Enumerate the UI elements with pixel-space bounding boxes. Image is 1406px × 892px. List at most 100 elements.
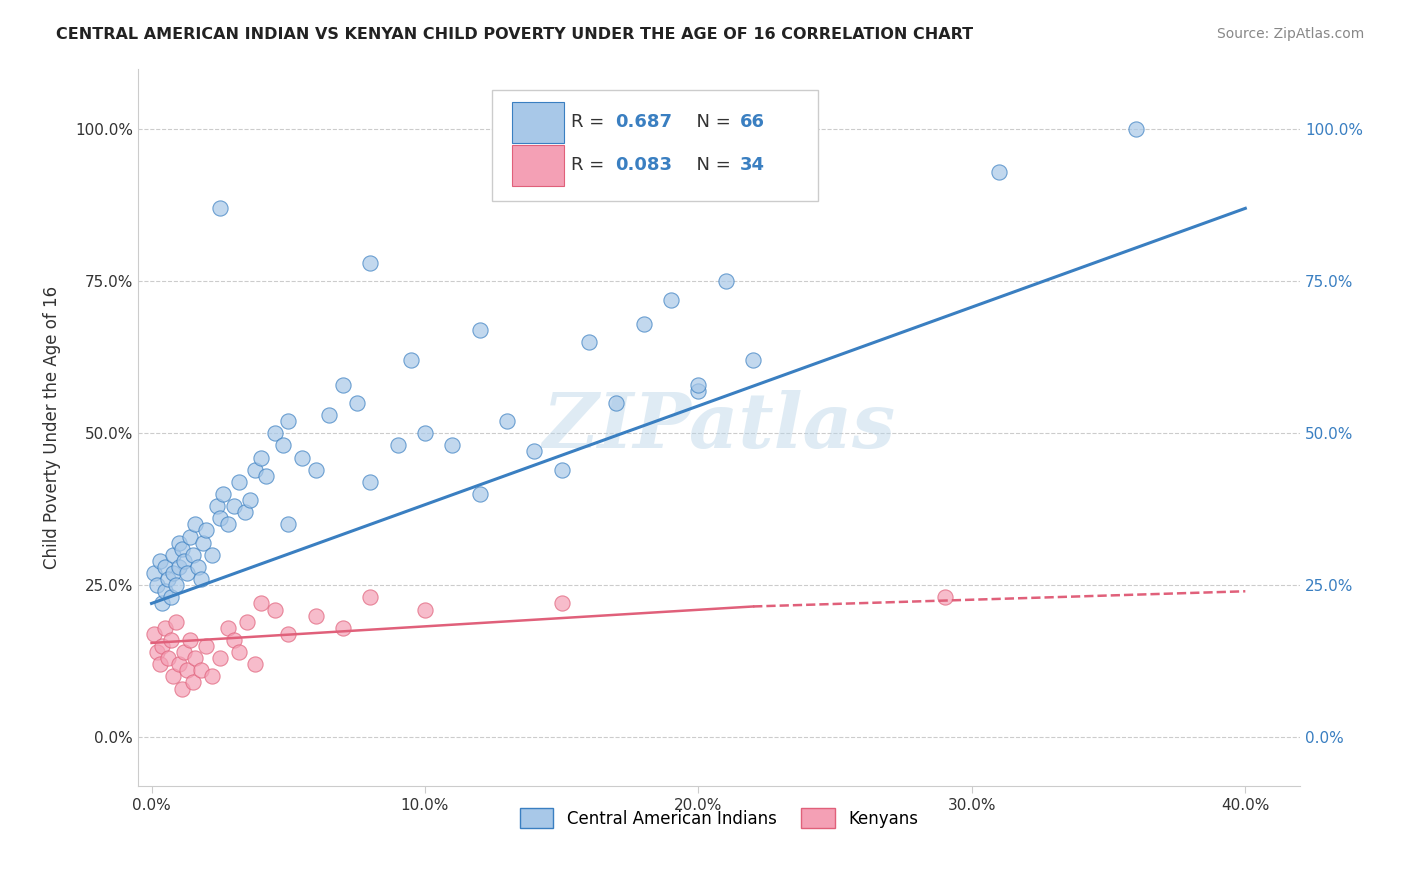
Point xyxy=(245,463,267,477)
FancyBboxPatch shape xyxy=(512,145,564,186)
Point xyxy=(179,632,201,647)
Point xyxy=(181,675,204,690)
Point xyxy=(167,560,190,574)
Point xyxy=(155,621,177,635)
Text: R =: R = xyxy=(571,113,610,131)
Point xyxy=(934,591,956,605)
Point xyxy=(304,463,326,477)
Point xyxy=(222,632,245,647)
Point xyxy=(496,414,519,428)
Point xyxy=(155,560,177,574)
Point xyxy=(468,487,491,501)
Point xyxy=(1125,122,1147,136)
Point xyxy=(523,444,546,458)
Point xyxy=(239,493,262,508)
Point xyxy=(143,566,166,580)
Point xyxy=(176,566,198,580)
Point xyxy=(359,591,381,605)
Point xyxy=(714,274,737,288)
FancyBboxPatch shape xyxy=(512,102,564,143)
Text: R =: R = xyxy=(571,156,610,174)
Point xyxy=(217,517,239,532)
Point xyxy=(152,596,174,610)
Point xyxy=(156,651,179,665)
Point xyxy=(208,511,231,525)
Point xyxy=(159,632,181,647)
Point xyxy=(146,645,169,659)
Point xyxy=(332,621,354,635)
Point xyxy=(165,578,187,592)
Point xyxy=(179,530,201,544)
Point xyxy=(159,591,181,605)
Text: N =: N = xyxy=(685,113,737,131)
Text: CENTRAL AMERICAN INDIAN VS KENYAN CHILD POVERTY UNDER THE AGE OF 16 CORRELATION : CENTRAL AMERICAN INDIAN VS KENYAN CHILD … xyxy=(56,27,973,42)
Point xyxy=(181,548,204,562)
Point xyxy=(441,438,464,452)
Point xyxy=(187,560,209,574)
Point xyxy=(401,353,423,368)
Point xyxy=(271,438,294,452)
Point xyxy=(291,450,314,465)
Point xyxy=(152,639,174,653)
Point xyxy=(173,554,195,568)
Point xyxy=(193,535,215,549)
Point xyxy=(233,505,256,519)
Point xyxy=(195,524,218,538)
Point xyxy=(659,293,682,307)
Point xyxy=(149,554,172,568)
Text: 0.687: 0.687 xyxy=(616,113,672,131)
Point xyxy=(250,596,273,610)
Text: ZIPatlas: ZIPatlas xyxy=(543,390,896,464)
Point xyxy=(170,541,193,556)
Legend: Central American Indians, Kenyans: Central American Indians, Kenyans xyxy=(513,801,925,835)
Text: N =: N = xyxy=(685,156,737,174)
Point xyxy=(162,548,184,562)
Point xyxy=(413,426,436,441)
Point xyxy=(988,165,1011,179)
Point xyxy=(228,475,250,489)
Point xyxy=(222,499,245,513)
Point xyxy=(250,450,273,465)
Point xyxy=(201,669,224,683)
Point xyxy=(245,657,267,672)
Point xyxy=(155,584,177,599)
Point xyxy=(578,334,600,349)
Point xyxy=(208,651,231,665)
Point xyxy=(205,499,228,513)
Point xyxy=(346,396,368,410)
Point xyxy=(236,615,259,629)
Point xyxy=(211,487,233,501)
Point xyxy=(149,657,172,672)
Point xyxy=(551,596,574,610)
Point xyxy=(605,396,627,410)
Point xyxy=(263,426,285,441)
Point xyxy=(165,615,187,629)
Point xyxy=(156,572,179,586)
Point xyxy=(167,657,190,672)
FancyBboxPatch shape xyxy=(492,90,818,202)
Point xyxy=(195,639,218,653)
Point xyxy=(162,566,184,580)
Point xyxy=(190,572,212,586)
Point xyxy=(277,414,299,428)
Point xyxy=(263,602,285,616)
Point xyxy=(173,645,195,659)
Text: 34: 34 xyxy=(740,156,765,174)
Point xyxy=(228,645,250,659)
Point xyxy=(170,681,193,696)
Text: 0.083: 0.083 xyxy=(616,156,672,174)
Point xyxy=(201,548,224,562)
Point xyxy=(304,608,326,623)
Point xyxy=(143,627,166,641)
Point xyxy=(359,475,381,489)
Point xyxy=(413,602,436,616)
Y-axis label: Child Poverty Under the Age of 16: Child Poverty Under the Age of 16 xyxy=(44,285,60,569)
Point xyxy=(277,517,299,532)
Text: Source: ZipAtlas.com: Source: ZipAtlas.com xyxy=(1216,27,1364,41)
Point xyxy=(688,377,710,392)
Point xyxy=(551,463,574,477)
Point xyxy=(208,202,231,216)
Point xyxy=(742,353,765,368)
Point xyxy=(190,663,212,677)
Point xyxy=(688,384,710,398)
